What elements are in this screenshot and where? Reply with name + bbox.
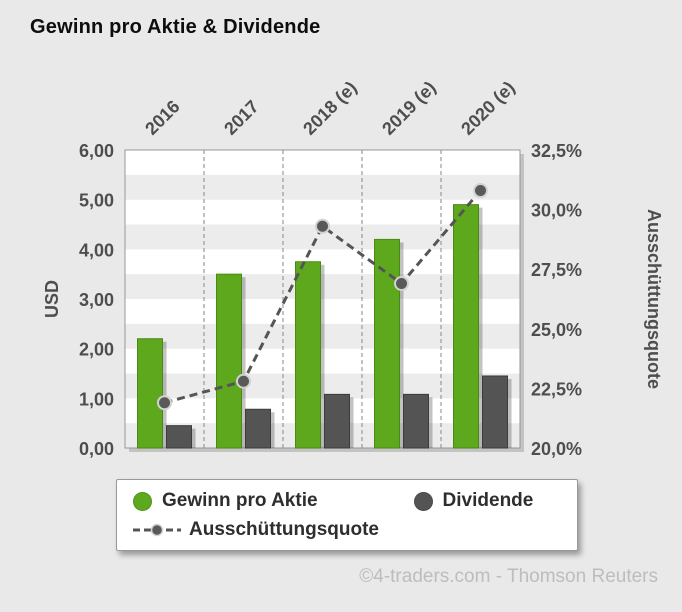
svg-text:20,0%: 20,0%	[531, 439, 582, 459]
legend-label-dividend: Dividende	[442, 490, 534, 511]
svg-text:30,0%: 30,0%	[531, 201, 582, 221]
legend-row-2: Ausschüttungsquote	[133, 519, 561, 541]
svg-text:3,00: 3,00	[79, 290, 114, 310]
legend-item-payout: Ausschüttungsquote	[133, 519, 379, 541]
svg-text:1,00: 1,00	[79, 389, 114, 409]
svg-text:5,00: 5,00	[79, 191, 114, 211]
svg-text:0,00: 0,00	[79, 439, 114, 459]
chart-canvas: 0,00 1,00 2,00 3,00 4,00 5,00 6,00 20,0% 22,5% 25…	[42, 77, 664, 459]
svg-text:Ausschüttungsquote: Ausschüttungsquote	[644, 209, 664, 389]
svg-text:2020 (e): 2020 (e)	[457, 77, 519, 139]
svg-text:2016: 2016	[141, 96, 183, 138]
attribution: ©4-traders.com - Thomson Reuters	[359, 566, 658, 587]
payout-line-icon	[133, 523, 181, 537]
eps-swatch-icon	[133, 491, 152, 511]
svg-text:27,5%: 27,5%	[531, 260, 582, 280]
legend-item-eps: Gewinn pro Aktie	[133, 490, 318, 512]
svg-text:2018 (e): 2018 (e)	[299, 77, 361, 139]
svg-text:2017: 2017	[220, 96, 262, 138]
legend-row-1: Gewinn pro Aktie Dividende	[133, 490, 561, 512]
legend: Gewinn pro Aktie Dividende Ausschüttungs…	[116, 479, 578, 551]
svg-text:2,00: 2,00	[79, 340, 114, 360]
legend-label-payout: Ausschüttungsquote	[189, 519, 379, 540]
svg-text:25,0%: 25,0%	[531, 320, 582, 340]
svg-text:4,00: 4,00	[79, 240, 114, 260]
chart-title: Gewinn pro Aktie & Dividende	[30, 16, 321, 38]
svg-text:22,5%: 22,5%	[531, 379, 582, 399]
svg-text:2019 (e): 2019 (e)	[378, 77, 440, 139]
dividend-swatch-icon	[413, 491, 433, 511]
svg-text:32,5%: 32,5%	[531, 141, 582, 161]
legend-item-dividend: Dividende	[413, 490, 534, 512]
svg-text:6,00: 6,00	[79, 141, 114, 161]
legend-label-eps: Gewinn pro Aktie	[162, 490, 318, 511]
svg-text:USD: USD	[42, 280, 62, 318]
